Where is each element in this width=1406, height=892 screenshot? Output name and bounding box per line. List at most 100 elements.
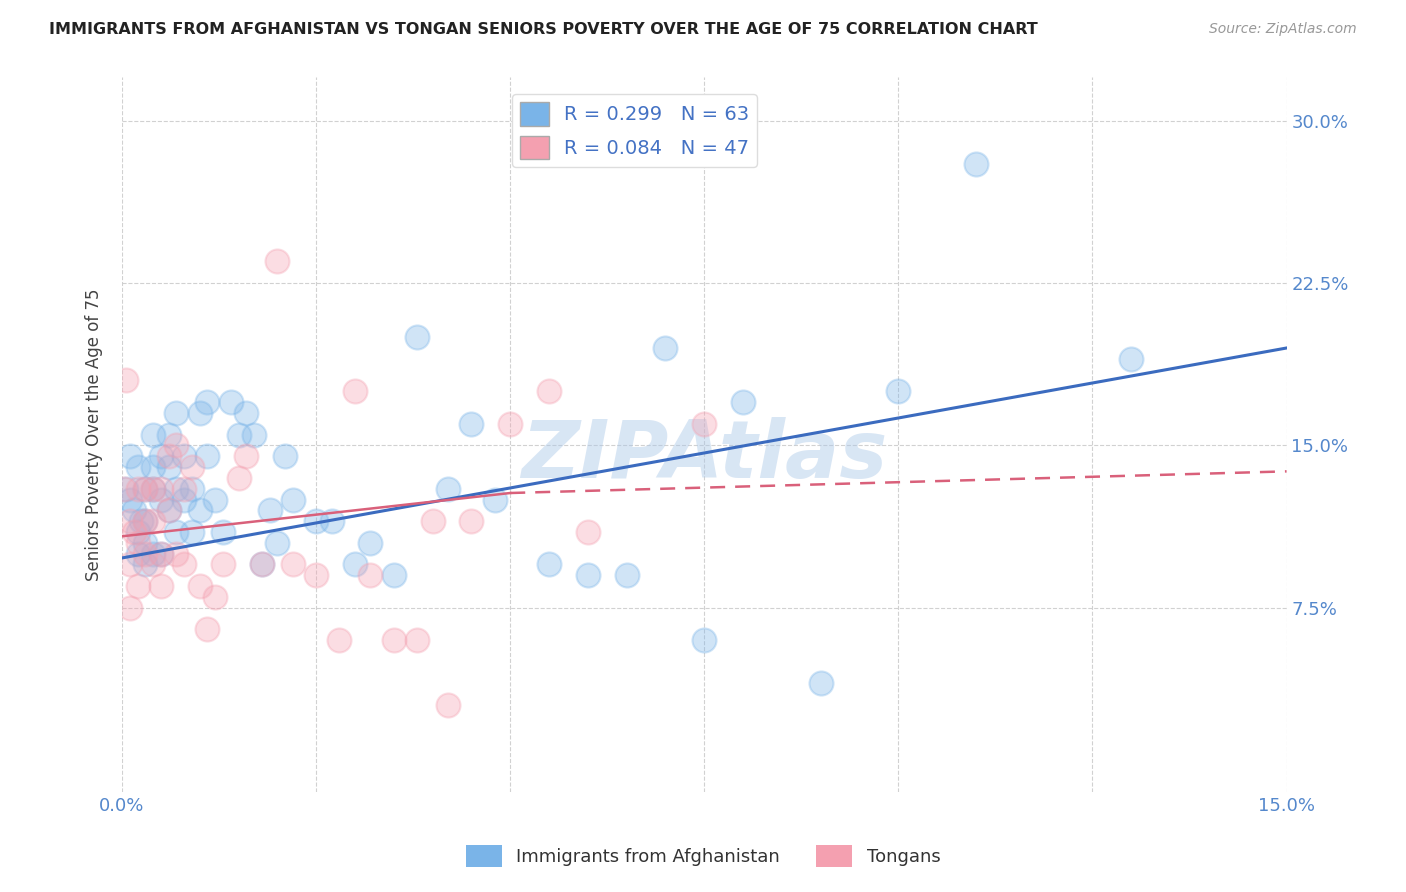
Point bbox=[142, 427, 165, 442]
Point bbox=[243, 427, 266, 442]
Point bbox=[134, 558, 156, 572]
Point bbox=[173, 558, 195, 572]
Point bbox=[538, 384, 561, 399]
Point bbox=[382, 633, 405, 648]
Point bbox=[305, 568, 328, 582]
Point bbox=[149, 482, 172, 496]
Point bbox=[142, 482, 165, 496]
Point bbox=[204, 492, 226, 507]
Point bbox=[538, 558, 561, 572]
Point bbox=[616, 568, 638, 582]
Point bbox=[266, 536, 288, 550]
Point bbox=[382, 568, 405, 582]
Point bbox=[131, 514, 153, 528]
Point bbox=[142, 547, 165, 561]
Point bbox=[204, 590, 226, 604]
Point bbox=[142, 482, 165, 496]
Point bbox=[157, 460, 180, 475]
Point bbox=[149, 579, 172, 593]
Point bbox=[157, 503, 180, 517]
Point bbox=[142, 514, 165, 528]
Text: ZIPAtlas: ZIPAtlas bbox=[522, 417, 887, 495]
Point bbox=[134, 482, 156, 496]
Point bbox=[112, 482, 135, 496]
Point bbox=[281, 492, 304, 507]
Point bbox=[149, 449, 172, 463]
Point bbox=[118, 600, 141, 615]
Point bbox=[266, 254, 288, 268]
Point bbox=[321, 514, 343, 528]
Point bbox=[165, 482, 187, 496]
Point bbox=[127, 460, 149, 475]
Point bbox=[173, 449, 195, 463]
Point bbox=[181, 482, 204, 496]
Legend: R = 0.299   N = 63, R = 0.084   N = 47: R = 0.299 N = 63, R = 0.084 N = 47 bbox=[512, 95, 758, 167]
Point bbox=[149, 547, 172, 561]
Point bbox=[965, 157, 987, 171]
Point bbox=[118, 492, 141, 507]
Point bbox=[181, 460, 204, 475]
Point bbox=[134, 514, 156, 528]
Point bbox=[127, 482, 149, 496]
Point bbox=[343, 384, 366, 399]
Point bbox=[437, 698, 460, 712]
Point bbox=[212, 524, 235, 539]
Point bbox=[460, 417, 482, 431]
Point bbox=[406, 633, 429, 648]
Point bbox=[188, 503, 211, 517]
Point bbox=[197, 395, 219, 409]
Point bbox=[118, 514, 141, 528]
Point bbox=[118, 558, 141, 572]
Y-axis label: Seniors Poverty Over the Age of 75: Seniors Poverty Over the Age of 75 bbox=[86, 288, 103, 581]
Point bbox=[228, 471, 250, 485]
Point bbox=[733, 395, 755, 409]
Point bbox=[165, 438, 187, 452]
Legend: Immigrants from Afghanistan, Tongans: Immigrants from Afghanistan, Tongans bbox=[458, 838, 948, 874]
Point bbox=[173, 482, 195, 496]
Point bbox=[173, 492, 195, 507]
Point bbox=[235, 449, 257, 463]
Point bbox=[422, 514, 444, 528]
Point bbox=[188, 579, 211, 593]
Point bbox=[134, 536, 156, 550]
Point bbox=[228, 427, 250, 442]
Point bbox=[122, 503, 145, 517]
Point bbox=[343, 558, 366, 572]
Point bbox=[142, 460, 165, 475]
Point bbox=[134, 482, 156, 496]
Point bbox=[250, 558, 273, 572]
Point bbox=[460, 514, 482, 528]
Text: Source: ZipAtlas.com: Source: ZipAtlas.com bbox=[1209, 22, 1357, 37]
Point bbox=[127, 524, 149, 539]
Point bbox=[197, 623, 219, 637]
Point bbox=[219, 395, 242, 409]
Point bbox=[157, 449, 180, 463]
Point bbox=[360, 536, 382, 550]
Point bbox=[165, 547, 187, 561]
Point bbox=[406, 330, 429, 344]
Point bbox=[149, 492, 172, 507]
Point bbox=[693, 417, 716, 431]
Point bbox=[118, 449, 141, 463]
Point bbox=[235, 406, 257, 420]
Point bbox=[157, 427, 180, 442]
Point bbox=[134, 547, 156, 561]
Point bbox=[127, 536, 149, 550]
Point bbox=[134, 514, 156, 528]
Point bbox=[281, 558, 304, 572]
Point bbox=[181, 524, 204, 539]
Point bbox=[188, 406, 211, 420]
Point bbox=[259, 503, 281, 517]
Point bbox=[274, 449, 297, 463]
Point bbox=[499, 417, 522, 431]
Point bbox=[360, 568, 382, 582]
Point bbox=[127, 547, 149, 561]
Point bbox=[305, 514, 328, 528]
Point bbox=[197, 449, 219, 463]
Point bbox=[149, 547, 172, 561]
Point bbox=[887, 384, 910, 399]
Point bbox=[484, 492, 506, 507]
Point bbox=[250, 558, 273, 572]
Point bbox=[437, 482, 460, 496]
Point bbox=[693, 633, 716, 648]
